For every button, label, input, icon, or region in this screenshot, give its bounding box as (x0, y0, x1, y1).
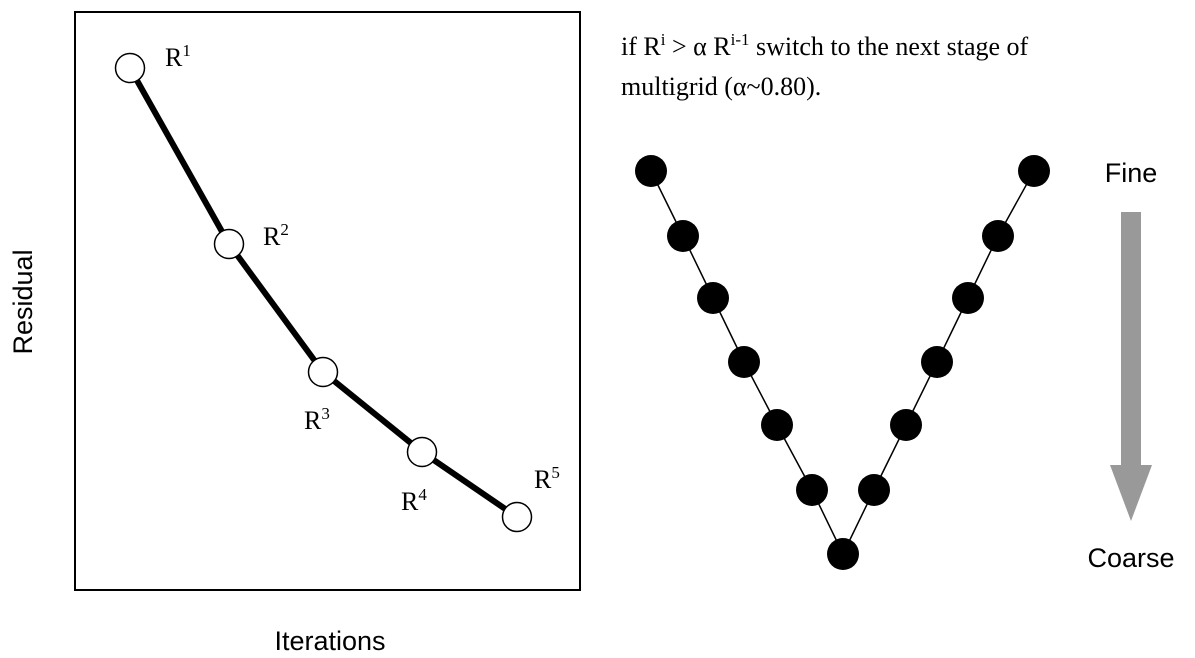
residual-point-1 (114, 52, 146, 84)
rule-text-line2: multigrid (α~0.80). (621, 72, 821, 101)
x-axis-label: Iterations (274, 626, 385, 656)
fine-to-coarse-arrow (1110, 212, 1152, 521)
residual-label-3: R3 (304, 404, 330, 435)
residual-point-2 (213, 228, 245, 260)
residual-point-4 (406, 436, 438, 468)
v-cycle (635, 155, 1050, 570)
vcycle-node-7 (827, 538, 859, 570)
rule-text-line1: if Ri > α Ri-1 switch to the next stage … (621, 30, 1029, 61)
residual-point-3 (307, 356, 339, 388)
y-axis-label: Residual (8, 249, 38, 354)
vcycle-node-1 (635, 155, 667, 187)
vcycle-node-4 (728, 346, 760, 378)
plot-frame (74, 11, 581, 591)
fine-label: Fine (1105, 158, 1158, 188)
vcycle-node-11 (952, 282, 984, 314)
vcycle-node-8 (858, 474, 890, 506)
v-cycle-edges (650, 170, 1035, 556)
vcycle-node-6 (796, 474, 828, 506)
vcycle-node-10 (921, 346, 953, 378)
vcycle-node-13 (1018, 155, 1050, 187)
residual-label-4: R4 (401, 485, 427, 516)
residual-labels: R1 R2 R3 R4 R5 (165, 41, 560, 516)
residual-label-2: R2 (263, 220, 289, 251)
residual-label-5: R5 (534, 463, 560, 494)
arrow-head (1110, 465, 1152, 521)
residual-point-5 (501, 501, 533, 533)
vcycle-node-5 (761, 409, 793, 441)
residual-label-1: R1 (165, 41, 191, 72)
arrow-shaft (1121, 212, 1141, 465)
residual-points (114, 52, 533, 533)
coarse-label: Coarse (1087, 543, 1174, 573)
vcycle-node-9 (890, 409, 922, 441)
vcycle-node-3 (697, 282, 729, 314)
vcycle-node-2 (667, 220, 699, 252)
vcycle-node-12 (982, 220, 1014, 252)
v-cycle-nodes (635, 155, 1050, 570)
